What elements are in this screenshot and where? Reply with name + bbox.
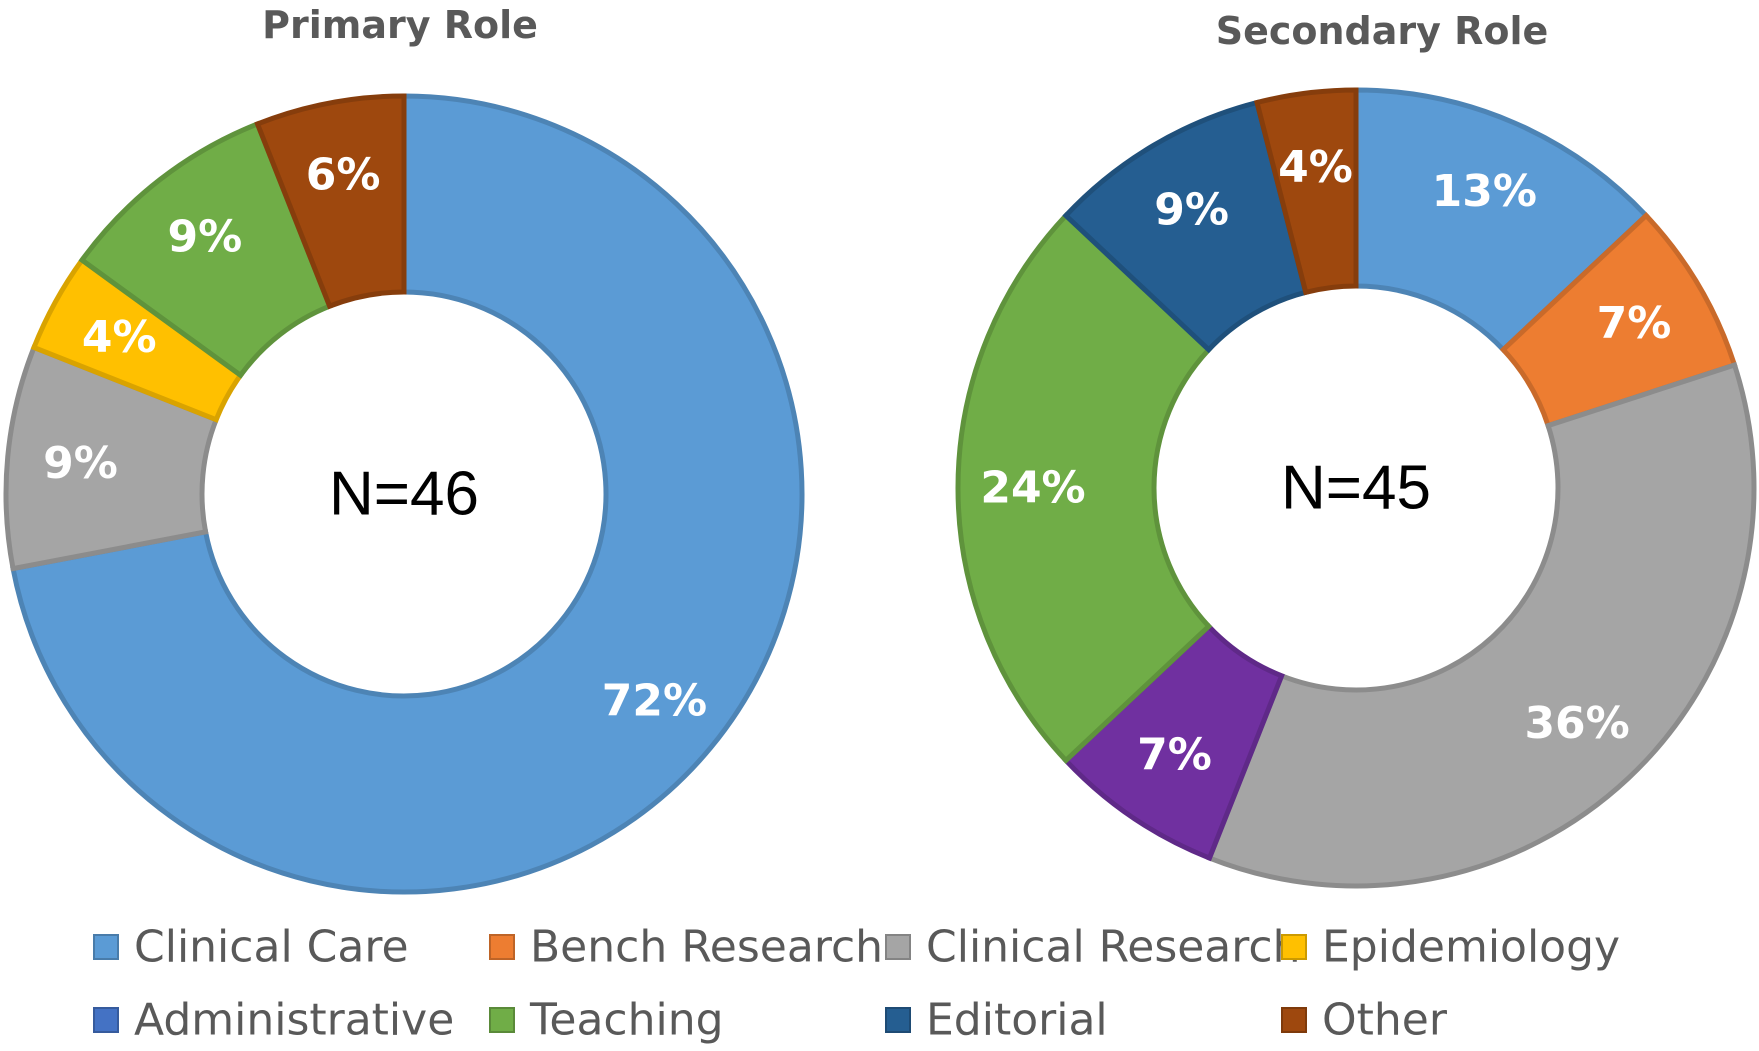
- legend-item-clinical-care: Clinical Care: [93, 922, 409, 973]
- primary-slice-other: [254, 93, 407, 310]
- secondary-role-slices: [955, 87, 1757, 889]
- legend-label-bench-research: Bench Research: [530, 922, 883, 973]
- primary-label-other: 6%: [306, 149, 381, 200]
- secondary-slice-clinical-care: [1353, 87, 1650, 354]
- secondary-label-other: 4%: [1278, 142, 1353, 193]
- legend-label-clinical-research: Clinical Research: [926, 922, 1300, 973]
- legend-label-epidemiology: Epidemiology: [1322, 922, 1620, 973]
- legend-swatch-clinical-research: [885, 934, 911, 960]
- legend-item-bench-research: Bench Research: [489, 922, 883, 973]
- legend-item-administrative: Administrative: [93, 995, 454, 1046]
- primary-role-title: Primary Role: [262, 3, 538, 47]
- secondary-label-clinical-research: 36%: [1524, 698, 1629, 749]
- secondary-label-editorial: 9%: [1154, 184, 1229, 235]
- primary-role-center-label: N=46: [329, 460, 479, 529]
- secondary-role-chart: Secondary Role 13% 7% 36% 7% 24% 9% 4% N=45: [955, 9, 1757, 889]
- legend-swatch-other: [1281, 1007, 1307, 1033]
- primary-slice-clinical-care: [10, 93, 805, 895]
- secondary-slice-teaching: [955, 212, 1213, 764]
- secondary-role-title: Secondary Role: [1216, 9, 1549, 53]
- legend-label-clinical-care: Clinical Care: [134, 922, 409, 973]
- legend-item-editorial: Editorial: [885, 995, 1108, 1046]
- secondary-label-clinical-care: 13%: [1432, 166, 1537, 217]
- legend-label-editorial: Editorial: [926, 995, 1108, 1046]
- primary-label-teaching: 9%: [167, 212, 242, 263]
- secondary-slice-clinical-research: [1206, 361, 1757, 889]
- legend: Clinical Care Bench Research Clinical Rese…: [93, 922, 1620, 1046]
- legend-item-clinical-research: Clinical Research: [885, 922, 1300, 973]
- primary-label-epidemiology: 4%: [82, 312, 157, 363]
- legend-swatch-administrative: [93, 1007, 119, 1033]
- secondary-slice-other: [1253, 87, 1359, 296]
- secondary-label-administrative: 7%: [1137, 730, 1212, 781]
- legend-swatch-clinical-care: [93, 934, 119, 960]
- secondary-label-teaching: 24%: [980, 463, 1085, 514]
- primary-role-labels: 72%9%4%9%6%: [43, 149, 707, 726]
- legend-label-administrative: Administrative: [134, 995, 454, 1046]
- primary-label-clinical-research: 9%: [43, 438, 118, 489]
- secondary-role-labels: 13% 7% 36% 7% 24% 9% 4%: [980, 142, 1671, 781]
- primary-role-slices: [3, 93, 805, 895]
- legend-swatch-epidemiology: [1281, 934, 1307, 960]
- legend-label-other: Other: [1322, 995, 1448, 1046]
- legend-swatch-teaching: [489, 1007, 515, 1033]
- primary-role-chart: Primary Role 72%9%4%9%6% N=46: [3, 3, 805, 895]
- secondary-label-bench-research: 7%: [1597, 298, 1672, 349]
- legend-item-epidemiology: Epidemiology: [1281, 922, 1620, 973]
- primary-label-clinical-care: 72%: [602, 676, 707, 727]
- secondary-role-center-label: N=45: [1281, 454, 1431, 523]
- legend-item-other: Other: [1281, 995, 1448, 1046]
- legend-label-teaching: Teaching: [529, 995, 724, 1046]
- legend-item-teaching: Teaching: [489, 995, 724, 1046]
- legend-swatch-bench-research: [489, 934, 515, 960]
- legend-swatch-editorial: [885, 1007, 911, 1033]
